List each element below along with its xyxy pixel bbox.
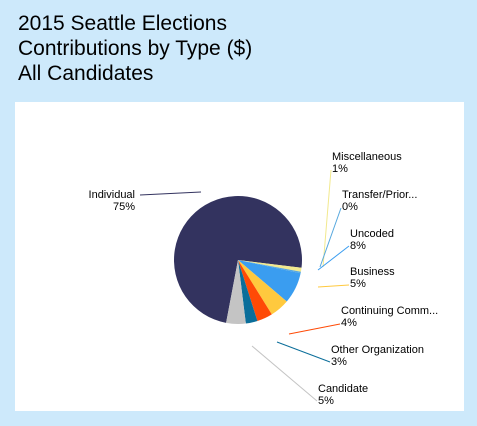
leader-line: [139, 191, 202, 196]
pie-slice-other-organization: [238, 260, 258, 324]
slice-percent-label: 4%: [341, 317, 357, 329]
slice-label: Individual: [89, 189, 135, 201]
title-line-1: 2015 Seattle Elections: [18, 12, 227, 35]
slice-percent-label: 8%: [350, 240, 366, 252]
slice-label: Continuing Comm...: [341, 305, 438, 317]
leader-line: [317, 284, 350, 288]
leader-line: [276, 341, 331, 363]
title-line-3: All Candidates: [18, 62, 154, 85]
slice-label: Candidate: [318, 383, 368, 395]
pie-slice-miscellaneous: [238, 260, 302, 272]
slice-label: Miscellaneous: [332, 151, 402, 163]
slice-percent-label: 5%: [350, 278, 366, 290]
pie-slice-uncoded: [238, 260, 301, 302]
chart-panel: Individual 75% Miscellaneous 1% Transfer/Pri…: [15, 102, 464, 411]
slice-percent-label: 0%: [342, 201, 358, 213]
slice-percent-label: 1%: [332, 163, 348, 175]
title-line-2: Contributions by Type ($): [18, 37, 253, 60]
pie-slice-continuing-comm: [238, 260, 272, 321]
leader-line: [319, 207, 342, 268]
pie-slice-transfer-prior: [238, 260, 301, 274]
slice-percent-label: 3%: [331, 356, 347, 368]
slice-label: Uncoded: [350, 228, 394, 240]
slice-percent-label: 75%: [113, 201, 135, 213]
slice-percent-label: 5%: [318, 395, 334, 407]
slice-label: Business: [350, 266, 395, 278]
pie-slice-individual: [173, 195, 302, 323]
leader-line: [251, 345, 318, 402]
leader-line: [288, 323, 341, 335]
slice-label: Other Organization: [331, 344, 424, 356]
pie-slice-business: [238, 260, 287, 315]
chart-title: 2015 Seattle Elections Contributions by …: [18, 11, 252, 86]
leader-line: [322, 169, 332, 268]
pie-slice-candidate: [226, 260, 246, 324]
leader-line: [317, 245, 350, 271]
slice-label: Transfer/Prior...: [342, 189, 417, 201]
